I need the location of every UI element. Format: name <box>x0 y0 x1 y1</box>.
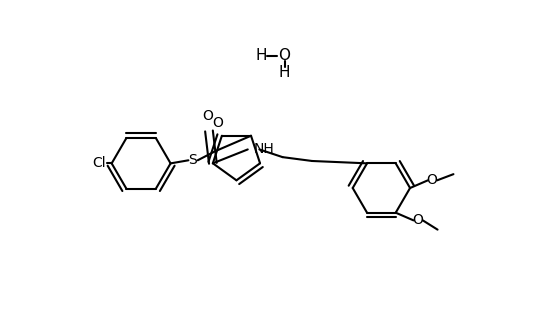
Text: S: S <box>188 153 197 167</box>
Text: H: H <box>255 48 267 63</box>
Text: O: O <box>213 116 224 130</box>
Text: O: O <box>426 173 437 187</box>
Text: Cl: Cl <box>92 156 105 170</box>
Text: H: H <box>279 65 291 80</box>
Text: O: O <box>412 213 423 227</box>
Text: O: O <box>279 48 291 63</box>
Text: O: O <box>202 109 213 123</box>
Text: NH: NH <box>253 142 274 156</box>
